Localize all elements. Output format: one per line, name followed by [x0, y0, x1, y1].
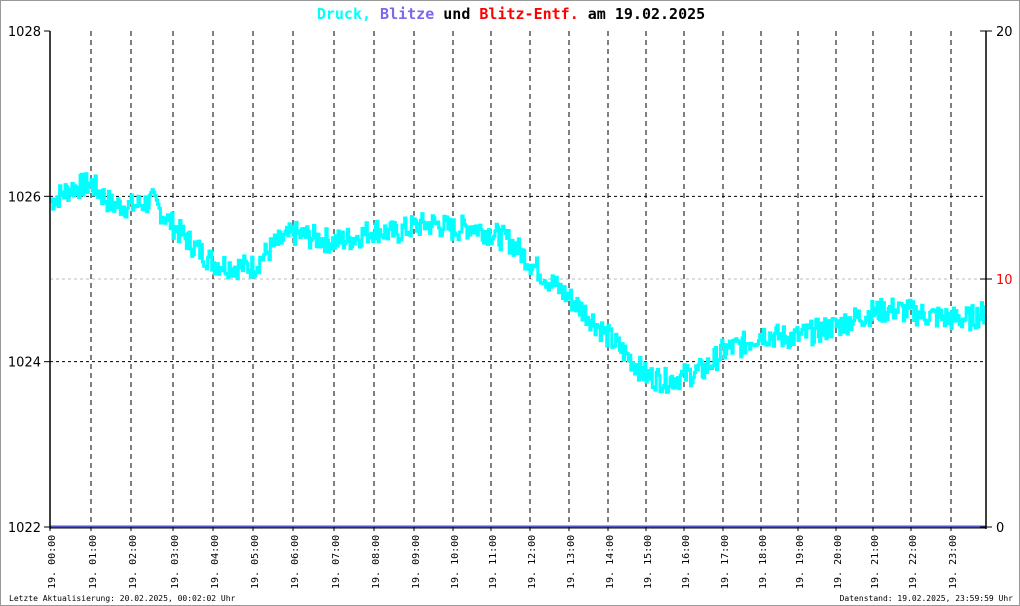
y-right-tick-label: 10 [996, 273, 1013, 288]
x-tick-label: 19. 05:00 [250, 535, 261, 589]
title-druck: Druck, [316, 5, 372, 23]
x-tick-label: 19. 18:00 [758, 535, 769, 589]
y-left-tick-label: 1022 [8, 521, 41, 536]
y-left-tick-label: 1024 [8, 356, 41, 371]
x-tick-label: 19. 08:00 [371, 535, 382, 589]
y-right-tick-label: 20 [996, 25, 1013, 40]
x-tick-label: 19. 21:00 [870, 535, 881, 589]
y-left-tick-label: 1026 [8, 190, 41, 205]
x-tick-label: 19. 02:00 [128, 535, 139, 589]
last-update: Letzte Aktualisierung: 20.02.2025, 00:02… [9, 594, 236, 603]
x-tick-label: 19. 13:00 [566, 535, 577, 589]
x-tick-label: 19. 04:00 [210, 535, 221, 589]
x-tick-label: 19. 06:00 [290, 535, 301, 589]
x-tick-label: 19. 07:00 [331, 535, 342, 589]
x-tick-label: 19. 03:00 [170, 535, 181, 589]
x-tick-label: 19. 09:00 [411, 535, 422, 589]
x-tick-label: 19. 20:00 [833, 535, 844, 589]
y-right-tick-label: 0 [996, 521, 1004, 536]
x-tick-label: 19. 19:00 [795, 535, 806, 589]
x-tick-label: 19. 16:00 [681, 535, 692, 589]
x-tick-label: 19. 17:00 [720, 535, 731, 589]
x-tick-label: 19. 11:00 [488, 535, 499, 589]
data-timestamp: Datenstand: 19.02.2025, 23:59:59 Uhr [839, 594, 1013, 603]
x-tick-label: 19. 00:00 [47, 535, 58, 589]
x-tick-label: 19. 12:00 [527, 535, 538, 589]
title-date: am 19.02.2025 [587, 5, 706, 23]
x-tick-label: 19. 01:00 [88, 535, 99, 589]
x-tick-label: 19. 15:00 [643, 535, 654, 589]
title-blitze: Blitze [380, 5, 435, 23]
y-left-tick-label: 1028 [8, 25, 41, 40]
series-druck [49, 172, 987, 394]
x-tick-label: 19. 10:00 [450, 535, 461, 589]
x-tick-label: 19. 23:00 [948, 535, 959, 589]
x-tick-label: 19. 22:00 [908, 535, 919, 589]
x-tick-label: 19. 14:00 [605, 535, 616, 589]
chart-title: Druck, Blitze und Blitz-Entf. am 19.02.2… [1, 5, 1019, 23]
title-und: und [443, 5, 471, 23]
title-blitz-entf: Blitz-Entf. [479, 5, 579, 23]
